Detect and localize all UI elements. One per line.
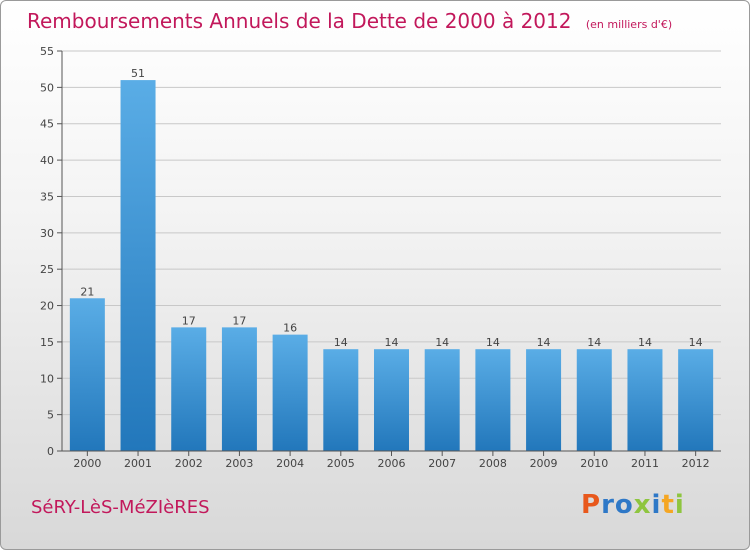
y-tick-label: 55: [40, 45, 54, 58]
bar: [120, 80, 156, 451]
bar: [323, 349, 359, 451]
bar-value-label: 14: [587, 336, 601, 349]
logo-letter: i: [651, 490, 662, 520]
bar: [627, 349, 663, 451]
logo-letter: r: [601, 490, 615, 520]
y-tick-label: 35: [40, 190, 54, 203]
y-tick-label: 20: [40, 300, 54, 313]
y-tick-label: 25: [40, 263, 54, 276]
town-name: SéRY-LèS-MéZIèRES: [31, 497, 210, 518]
bar: [475, 349, 511, 451]
bar: [374, 349, 409, 451]
bar-value-label: 14: [537, 336, 551, 349]
x-tick-label: 2007: [428, 457, 456, 470]
logo-letter: x: [633, 490, 652, 520]
bar-value-label: 51: [131, 67, 145, 80]
x-tick-label: 2003: [225, 457, 253, 470]
x-tick-label: 2000: [73, 457, 101, 470]
x-tick-label: 2010: [580, 457, 608, 470]
bar-value-label: 14: [486, 336, 500, 349]
bar: [171, 327, 207, 451]
x-tick-label: 2011: [631, 457, 659, 470]
x-tick-label: 2006: [378, 457, 406, 470]
bar-value-label: 14: [435, 336, 449, 349]
logo-letter: i: [674, 490, 685, 520]
bar-value-label: 21: [80, 285, 94, 298]
bar: [272, 334, 308, 451]
x-tick-label: 2004: [276, 457, 304, 470]
logo-letter: t: [661, 490, 675, 520]
chart-title-text: Remboursements Annuels de la Dette de 20…: [27, 9, 572, 33]
bar-value-label: 17: [232, 314, 246, 327]
y-tick-label: 30: [40, 227, 54, 240]
x-tick-label: 2009: [530, 457, 558, 470]
y-tick-label: 45: [40, 118, 54, 131]
bar: [424, 349, 460, 451]
bar-value-label: 14: [689, 336, 703, 349]
bar-value-label: 17: [182, 314, 196, 327]
bar: [221, 327, 257, 451]
y-tick-label: 10: [40, 372, 54, 385]
bar: [576, 349, 612, 451]
y-tick-label: 0: [47, 445, 54, 458]
bar-value-label: 14: [385, 336, 399, 349]
y-tick-label: 40: [40, 154, 54, 167]
x-tick-label: 2008: [479, 457, 507, 470]
y-tick-label: 5: [47, 409, 54, 422]
logo-letter: o: [614, 490, 634, 520]
chart-title: Remboursements Annuels de la Dette de 20…: [27, 9, 672, 33]
y-tick-label: 50: [40, 81, 54, 94]
chart-subtitle: (en milliers d'€): [585, 18, 673, 31]
bar-value-label: 16: [283, 322, 297, 335]
x-tick-label: 2005: [327, 457, 355, 470]
logo-letter: P: [581, 490, 602, 520]
bar: [526, 349, 562, 451]
proxiti-logo: Proxiti: [581, 490, 685, 520]
y-tick-label: 15: [40, 336, 54, 349]
bar-value-label: 14: [334, 336, 348, 349]
x-tick-label: 2001: [124, 457, 152, 470]
bar: [678, 349, 714, 451]
x-tick-label: 2002: [175, 457, 203, 470]
bar-value-label: 14: [638, 336, 652, 349]
bar: [69, 298, 105, 451]
x-tick-label: 2012: [682, 457, 710, 470]
